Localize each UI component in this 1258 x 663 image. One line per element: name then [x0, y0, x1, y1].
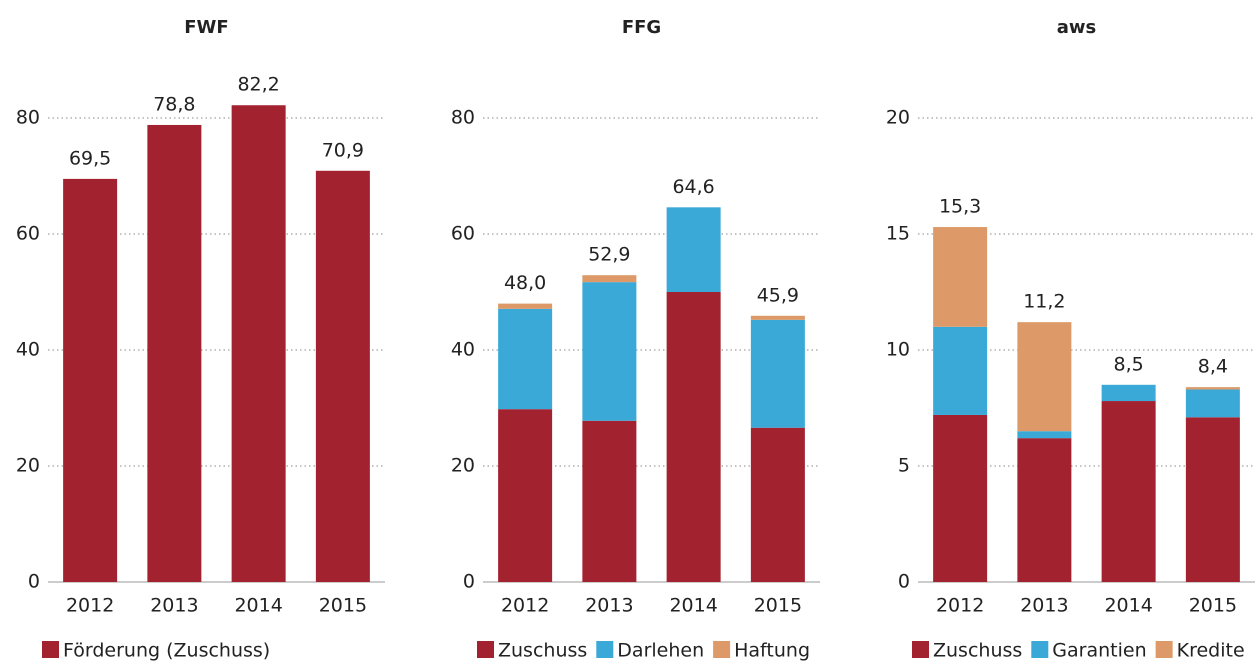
data-label: 82,2 [237, 74, 279, 96]
y-tick-label: 0 [463, 571, 475, 593]
bar [582, 275, 637, 283]
legend-swatch [713, 641, 731, 658]
legend-label: Kredite [1177, 640, 1245, 662]
data-label: 78,8 [153, 93, 195, 115]
x-tick-label: 2013 [1020, 595, 1068, 617]
legend-label: Zuschuss [933, 640, 1022, 662]
panel-title: FWF [184, 17, 228, 38]
x-tick-label: 2014 [1104, 595, 1152, 617]
bar [933, 414, 988, 582]
bar [1017, 438, 1072, 582]
bar [1185, 389, 1240, 418]
total-label: 52,9 [588, 244, 630, 266]
panel-title: aws [1057, 17, 1097, 38]
bar [666, 292, 721, 582]
x-tick-label: 2015 [1189, 595, 1237, 617]
legend-label: Garantien [1052, 640, 1146, 662]
x-tick-label: 2014 [234, 595, 282, 617]
x-tick-label: 2012 [66, 595, 114, 617]
y-tick-label: 60 [16, 223, 40, 245]
bar [1017, 322, 1072, 432]
bar [498, 303, 553, 309]
legend-swatch [1031, 641, 1049, 658]
x-tick-label: 2013 [150, 595, 198, 617]
bar [933, 227, 988, 327]
bar [750, 319, 805, 428]
y-tick-label: 60 [451, 223, 475, 245]
bar [1185, 417, 1240, 582]
bar [750, 315, 805, 320]
x-tick-label: 2015 [319, 595, 367, 617]
y-tick-label: 40 [16, 339, 40, 361]
y-tick-label: 20 [451, 455, 475, 477]
bar [1017, 431, 1072, 439]
bar [933, 326, 988, 415]
x-tick-label: 2012 [501, 595, 549, 617]
panel-title: FFG [622, 17, 661, 38]
total-label: 64,6 [672, 176, 714, 198]
x-tick-label: 2012 [936, 595, 984, 617]
data-label: 70,9 [322, 139, 364, 161]
legend-swatch [912, 641, 929, 658]
bar [582, 282, 637, 421]
y-tick-label: 40 [451, 339, 475, 361]
x-tick-label: 2014 [669, 595, 717, 617]
bar [63, 178, 118, 582]
legend-swatch [1155, 641, 1173, 658]
bar [498, 308, 553, 410]
x-tick-label: 2013 [585, 595, 633, 617]
legend-swatch [596, 641, 614, 658]
data-label: 69,5 [69, 147, 111, 169]
bar [1185, 387, 1240, 390]
bar [315, 170, 370, 582]
x-tick-label: 2015 [754, 595, 802, 617]
total-label: 8,4 [1198, 356, 1228, 378]
legend-swatch [42, 641, 59, 658]
total-label: 45,9 [757, 284, 799, 306]
total-label: 15,3 [939, 196, 981, 218]
y-tick-label: 15 [886, 223, 910, 245]
y-tick-label: 0 [898, 571, 910, 593]
legend-label: Zuschuss [498, 640, 587, 662]
y-tick-label: 0 [28, 571, 40, 593]
y-tick-label: 20 [16, 455, 40, 477]
bar [1101, 384, 1156, 402]
bar [666, 207, 721, 292]
y-tick-label: 20 [886, 107, 910, 129]
legend-label: Haftung [734, 640, 810, 662]
bar [231, 105, 286, 583]
y-tick-label: 10 [886, 339, 910, 361]
y-tick-label: 5 [898, 455, 910, 477]
y-tick-label: 80 [16, 107, 40, 129]
total-label: 8,5 [1114, 353, 1144, 375]
bar [1101, 401, 1156, 582]
legend-label: Förderung (Zuschuss) [63, 640, 270, 662]
bar [750, 427, 805, 582]
y-tick-label: 80 [451, 107, 475, 129]
total-label: 48,0 [504, 272, 546, 294]
bar [147, 124, 202, 583]
total-label: 11,2 [1023, 291, 1065, 313]
bar [498, 409, 553, 582]
bar [582, 420, 637, 582]
legend-swatch [477, 641, 494, 658]
legend-label: Darlehen [617, 640, 704, 662]
